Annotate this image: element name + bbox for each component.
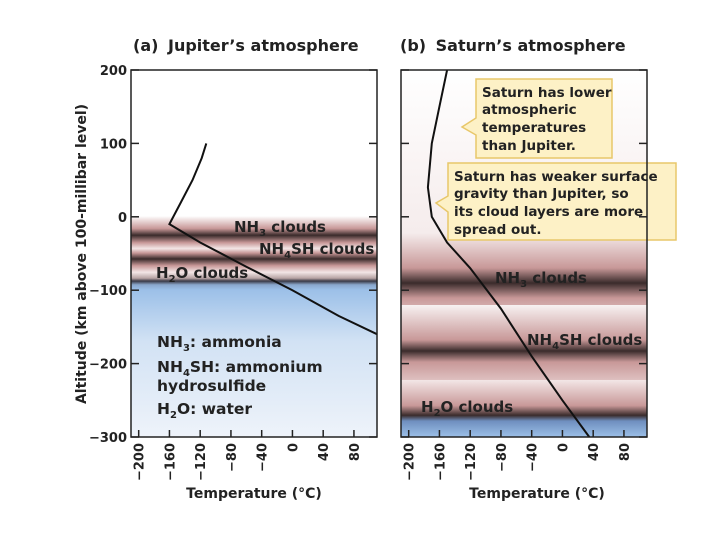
saturn-h2o-band <box>401 380 647 437</box>
panel-a-ticks: −200 −160 −120 −80 −40 0 40 80 200 100 0 −100 −200 −3… <box>89 64 377 481</box>
y-axis-title: Altitude (km above 100-millibar level) <box>74 104 90 404</box>
panel-b-ticks: −200 −160 −120 −80 −40 0 40 80 <box>401 69 647 481</box>
x-tick-label: 80 <box>618 443 633 461</box>
x-tick-label: −160 <box>433 443 448 481</box>
saturn-h2o-clouds-label: H2O clouds <box>421 398 513 419</box>
x-tick-label: −120 <box>464 443 479 481</box>
legend-nh4sh-cont: hydrosulfide <box>157 377 266 395</box>
x-tick-label: 0 <box>286 443 301 452</box>
x-tick-label: −80 <box>225 443 240 472</box>
y-tick-label: 200 <box>100 64 127 79</box>
legend-h2o: H2O: water <box>157 400 252 421</box>
saturn-temperature-profile <box>426 69 591 438</box>
x-tick-label: −80 <box>495 443 510 472</box>
panel-a: (a) Jupiter’s atmosphere NH3 clouds NH4S… <box>89 36 378 502</box>
x-tick-label: −160 <box>163 443 178 481</box>
callout-2-line-4: spread out. <box>454 222 541 238</box>
y-tick-label: −100 <box>89 284 127 299</box>
panel-b-frame <box>400 69 648 438</box>
chemical-legend: NH3: ammonia NH4SH: ammonium hydrosulfid… <box>157 333 323 421</box>
legend-nh3: NH3: ammonia <box>157 333 282 354</box>
callout-2-line-3: its cloud layers are more <box>454 204 643 220</box>
x-tick-label: −200 <box>133 443 148 481</box>
callout-weaker-gravity: Saturn has weaker surface gravity than J… <box>434 162 677 241</box>
panel-b-title: (b) Saturn’s atmosphere <box>400 36 626 55</box>
panel-a-title: (a) Jupiter’s atmosphere <box>133 36 359 55</box>
callout-1-line-1: Saturn has lower <box>482 85 612 101</box>
x-tick-label: −120 <box>194 443 209 481</box>
callout-1-line-3: temperatures <box>482 120 586 136</box>
y-tick-label: 0 <box>118 211 127 226</box>
callout-1-line-4: than Jupiter. <box>482 138 576 154</box>
y-tick-label: −300 <box>89 431 127 446</box>
x-tick-label: −200 <box>403 443 418 481</box>
y-tick-label: 100 <box>100 137 127 152</box>
x-tick-label: 80 <box>348 443 363 461</box>
panel-b-x-axis-title: Temperature (°C) <box>469 486 605 502</box>
panel-b: (b) Saturn’s atmosphere NH3 clouds NH4SH… <box>400 36 677 502</box>
callout-1-line-2: atmospheric <box>482 102 577 118</box>
x-tick-label: 40 <box>587 443 602 461</box>
callout-2-line-2: gravity than Jupiter, so <box>454 186 629 202</box>
x-tick-label: 0 <box>556 443 571 452</box>
jupiter-h2o-clouds-label: H2O clouds <box>156 264 248 285</box>
x-tick-label: 40 <box>317 443 332 461</box>
panel-a-frame <box>130 69 378 438</box>
x-tick-label: −40 <box>526 443 541 472</box>
saturn-nh4sh-clouds-label: NH4SH clouds <box>527 331 642 352</box>
jupiter-temperature-profile <box>168 143 378 336</box>
callout-lower-temperatures: Saturn has lower atmospheric temperature… <box>460 78 613 159</box>
y-tick-label: −200 <box>89 358 127 373</box>
legend-nh4sh: NH4SH: ammonium <box>157 358 323 379</box>
jupiter-cloud-bands <box>131 216 377 290</box>
panel-a-x-axis-title: Temperature (°C) <box>186 486 322 502</box>
x-tick-label: −40 <box>256 443 271 472</box>
jupiter-nh4sh-clouds-label: NH4SH clouds <box>259 240 374 261</box>
saturn-nh3-clouds-label: NH3 clouds <box>495 269 587 290</box>
jupiter-nh3-clouds-label: NH3 clouds <box>234 218 326 239</box>
callout-2-line-1: Saturn has weaker surface <box>454 169 658 185</box>
